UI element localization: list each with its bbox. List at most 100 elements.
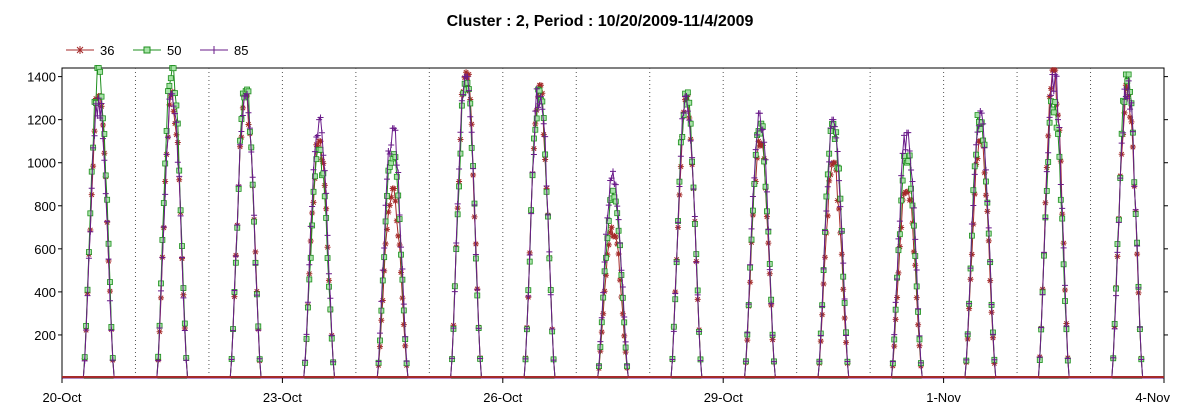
series-point (471, 201, 478, 208)
series-point (617, 240, 624, 247)
series-point (379, 267, 386, 274)
y-axis: 200 400 600 800 1000 1200 1400 (27, 70, 1168, 343)
series-point (464, 73, 471, 80)
series-point (525, 293, 532, 300)
series-point (1134, 242, 1141, 249)
series-point (104, 196, 111, 203)
series-point (978, 110, 985, 117)
series-point (87, 228, 94, 235)
series-point (166, 82, 173, 89)
series-point (622, 338, 629, 345)
series-point (605, 218, 612, 224)
series-point (830, 116, 837, 123)
series-point (982, 166, 989, 173)
chart-title: Cluster : 2, Period : 10/20/2009-11/4/20… (447, 13, 754, 30)
series-point (679, 115, 686, 122)
series-point (670, 328, 677, 335)
series-point (742, 358, 749, 365)
series-point (101, 157, 108, 164)
series-point (239, 104, 246, 111)
series-point (174, 120, 181, 127)
series-point (1040, 249, 1047, 256)
series-point (1118, 140, 1125, 147)
series-point (1055, 131, 1061, 137)
series-point (1045, 159, 1052, 165)
y-tick-label: 1400 (27, 70, 56, 85)
series-point (601, 258, 608, 265)
series-point (600, 310, 607, 317)
series-point (312, 173, 318, 180)
series-point (892, 316, 899, 323)
series-point (395, 192, 402, 199)
x-tick-label: 23-Oct (263, 390, 302, 405)
series-point (967, 265, 974, 272)
series-point (831, 136, 838, 142)
series-point (754, 155, 761, 162)
series-point (81, 357, 88, 364)
series-point (901, 132, 908, 139)
series-point (971, 191, 978, 198)
series-point (540, 120, 547, 127)
series-point (1063, 323, 1070, 330)
series-point (386, 202, 393, 209)
series-point (697, 357, 704, 364)
series-point (1053, 73, 1060, 80)
series-point (696, 328, 703, 335)
series-point (160, 223, 167, 230)
series-point (747, 279, 754, 286)
series-point (170, 108, 177, 115)
series-point (831, 123, 838, 130)
series-point (615, 227, 622, 234)
series-point (821, 254, 828, 261)
series-point (104, 218, 111, 225)
series-point (475, 325, 482, 332)
series-point (393, 162, 400, 169)
x-tick-label: 1-Nov (926, 390, 961, 405)
series-point (1045, 132, 1052, 139)
series-point (324, 232, 331, 239)
series-point (598, 329, 605, 336)
series-point (759, 126, 766, 133)
series-point (472, 251, 479, 258)
series-point (383, 176, 390, 183)
series-point (327, 295, 334, 302)
series-point (388, 194, 395, 201)
series-point (680, 110, 687, 117)
series-point (234, 222, 241, 229)
series-point (1111, 325, 1118, 332)
series-point (765, 226, 772, 233)
series-point (323, 190, 330, 197)
series-point (326, 283, 332, 290)
series-point (769, 332, 776, 339)
series-point (605, 241, 612, 248)
series-point (463, 69, 470, 76)
series-point (157, 287, 164, 294)
series-point (826, 177, 833, 184)
series-point (386, 150, 393, 157)
series-point (165, 88, 171, 95)
series-point (1057, 181, 1064, 188)
series-point (256, 355, 263, 362)
series-point (252, 261, 259, 268)
series-point (898, 197, 905, 204)
series-point (836, 205, 843, 212)
series-point (183, 357, 190, 364)
series-point (395, 232, 402, 239)
series-point (1128, 118, 1135, 125)
series-point (400, 301, 407, 308)
series-point (400, 321, 407, 328)
series-point (898, 224, 905, 231)
series-point (899, 177, 906, 184)
series-point (320, 160, 327, 167)
series-point (379, 297, 386, 304)
series-point (687, 120, 694, 127)
series-point (895, 269, 902, 276)
y-tick-label: 400 (34, 285, 56, 300)
series-point (375, 358, 382, 365)
series-point (915, 305, 922, 312)
series-point (1120, 129, 1127, 136)
x-tick-label: 26-Oct (483, 390, 522, 405)
series-point (762, 156, 769, 163)
series-point (537, 82, 544, 89)
series-point (1118, 130, 1125, 137)
